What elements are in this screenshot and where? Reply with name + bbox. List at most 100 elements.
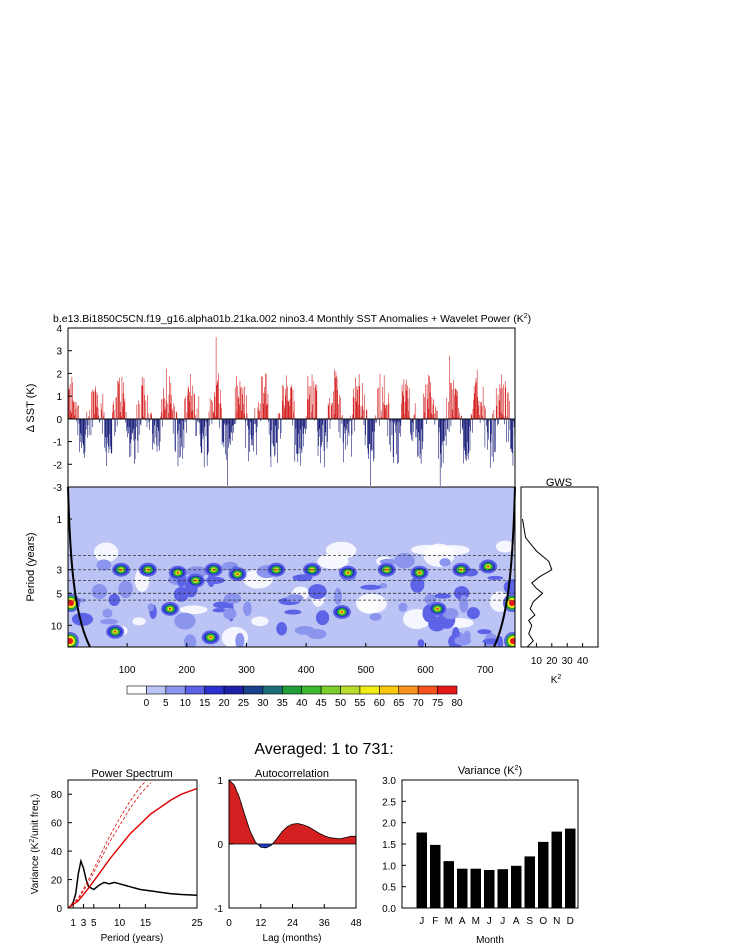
sst-bar [273,418,275,447]
sst-bar [335,371,337,419]
sst-bar [203,418,204,436]
sst-bar [498,400,500,419]
colorbar-swatch [359,685,380,695]
power-spectrum-x-tick-label: 1 [70,918,76,929]
sst-bar [423,412,425,419]
sst-bar [486,418,487,426]
sst-bar [84,418,85,458]
sst-bar [72,382,73,419]
sst-bar [172,418,174,434]
sst-bar [369,418,371,445]
sst-bar [182,418,184,459]
sst-bar [252,418,253,446]
sst-bar [279,413,281,419]
variance-x-tick-label: J [500,916,505,927]
wavelet-low-contour [355,593,387,614]
sst-bar [118,384,120,419]
sst-bar [343,418,345,428]
sst-bar [391,418,393,436]
sst-bar [167,403,169,419]
sst-bar [163,397,165,419]
sst-bar [495,418,496,452]
sst-bar [134,418,135,464]
sst-bar [82,418,84,445]
sst-bar [346,418,347,429]
sst-bar [224,418,225,425]
sst-bar [241,410,243,419]
sst-bar [189,401,191,419]
sst-bar [225,418,226,455]
sst-bar [276,418,278,443]
sst-bar [465,418,467,455]
sst-bar [180,418,182,438]
sst-y-tick-label: 2 [56,369,62,380]
sst-bar [480,402,482,419]
sst-bar [318,418,319,446]
period-reference-lines [68,555,515,601]
sst-bar [410,418,411,433]
sst-bar [355,377,356,419]
wavelet-mid-contour [284,609,302,615]
sst-bar [460,418,461,434]
sst-bar [335,377,336,419]
sst-bar [444,418,445,441]
sst-bar [511,418,513,452]
sst-bar [501,387,503,419]
colorbar-label: 60 [374,698,386,709]
sst-bar [460,415,462,419]
sst-bar [497,418,498,426]
sst-bar [441,418,443,445]
sst-bar [487,418,489,433]
sst-bar [477,397,479,419]
sst-bar [146,418,147,419]
sst-bar [337,390,338,419]
wavelet-hotspot-contour [275,568,278,571]
sst-bar [191,395,192,419]
wavelet-mid-contour [243,601,252,617]
sst-bar [320,418,322,448]
sst-bar [93,391,94,419]
sst-bar [395,418,397,426]
sst-bar [198,396,200,419]
sst-bar [195,418,197,437]
sst-bar [422,418,424,442]
sst-bar [439,418,440,428]
wavelet-mid-contour [173,587,189,602]
sst-bar [425,384,426,419]
wavelet-mid-contour [308,584,327,600]
sst-bar [397,418,399,422]
sst-bar [237,396,239,419]
colorbar-label: 50 [335,698,347,709]
sst-bar [312,404,313,419]
sst-bar [386,404,387,419]
sst-bar [371,418,372,450]
sst-bar [327,418,328,442]
sst-bar [158,418,159,431]
sst-bar [336,375,337,419]
sst-bar [448,401,449,419]
power-spectrum-y-tick-label: 20 [51,876,63,887]
variance-x-tick-label: O [539,916,547,927]
sst-bar [141,376,143,419]
sst-bar [155,418,156,421]
sst-bar [469,418,471,451]
sst-bar [124,402,125,419]
wavelet-mid-contour [333,588,343,605]
wavelet-mid-contour [185,566,208,578]
sst-bar [412,418,414,442]
sst-bar [466,418,467,461]
variance-y-tick-label: 1.0 [382,861,396,872]
sst-bar [343,418,344,463]
wavelet-mid-contour [477,629,492,635]
power-spectrum-y-label: Variance (K2/unit freq.) [29,794,41,894]
sst-bar [146,418,148,427]
sst-bar [75,408,76,419]
sst-bar [389,418,390,445]
sst-bar [139,404,141,419]
sst-bar [434,418,436,425]
sst-bar [110,418,112,454]
sst-bar [271,418,272,431]
wavelet-mid-contour [398,602,408,612]
sst-bar [175,418,176,452]
